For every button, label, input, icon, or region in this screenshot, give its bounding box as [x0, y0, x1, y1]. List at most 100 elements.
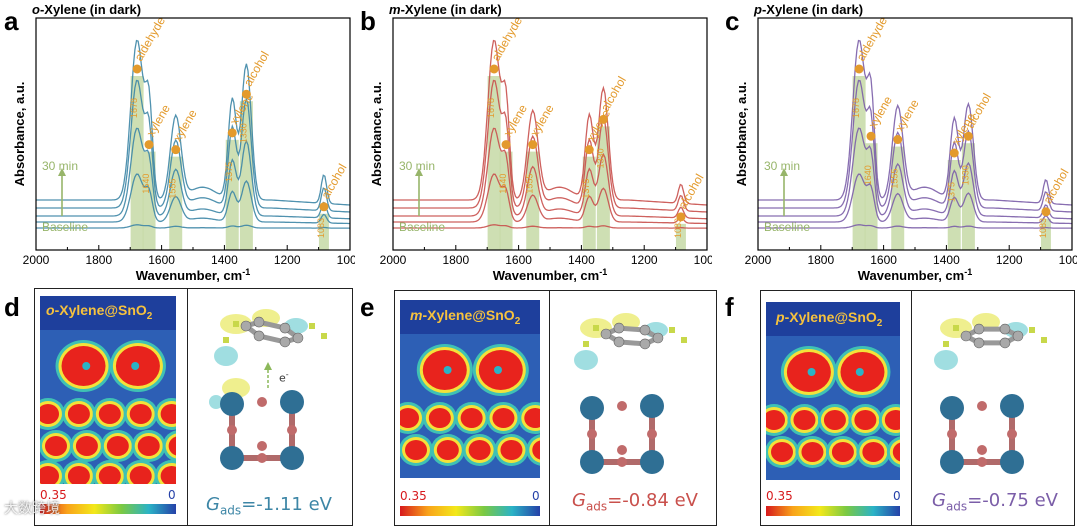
- spectrum-chart-o-xylene: o-Xylene (in dark) 1678 aldehyde 1640 xylene…: [12, 2, 355, 283]
- x-tick-label: 1200: [996, 253, 1023, 267]
- x-tick-label: 1800: [442, 253, 469, 267]
- lattice-density: [428, 408, 451, 428]
- oxygen-atom: [257, 397, 267, 407]
- time-label: 30 min: [42, 159, 78, 173]
- hydrogen-atom: [593, 325, 599, 331]
- carbon-atom: [600, 328, 612, 340]
- band-bar: [675, 223, 686, 250]
- band-assignment-label: xylene: [892, 97, 922, 134]
- y-axis-label: Absorbance, a.u.: [12, 82, 27, 187]
- band-assignment-label: xylene: [170, 107, 200, 144]
- lattice-density: [405, 440, 427, 460]
- band-wavenumber-label: 1083: [673, 218, 683, 238]
- colorbar-e: [400, 506, 540, 516]
- band-assignment-label: xylene: [527, 102, 557, 139]
- spectrum-curve: [758, 173, 1072, 225]
- spectrum-curve: [393, 127, 708, 220]
- band-bar: [852, 76, 866, 250]
- lattice-density: [793, 410, 816, 430]
- carbon-atom: [240, 320, 252, 332]
- band-wavenumber-label: 1083: [316, 218, 326, 238]
- carbon-atom: [613, 336, 625, 348]
- band-wavenumber-label: 1555: [525, 174, 535, 194]
- x-tick-label: 2000: [745, 253, 772, 267]
- spectrum-curve: [393, 39, 708, 206]
- time-label: 30 min: [399, 159, 435, 173]
- spectrum-curve: [758, 224, 1072, 229]
- density-center: [443, 366, 452, 374]
- chart-title: o-Xylene (in dark): [32, 2, 141, 17]
- lattice-density: [400, 408, 419, 428]
- hydrogen-atom: [583, 341, 589, 347]
- band-marker: [854, 64, 864, 74]
- charge-lobe: [209, 395, 223, 409]
- band-wavenumber-label: 1330: [595, 148, 605, 168]
- density-center: [855, 368, 864, 376]
- band-wavenumber-label: 1555: [168, 179, 178, 199]
- band-marker: [319, 202, 329, 212]
- tin-atom: [940, 396, 964, 420]
- band-bar: [1040, 218, 1051, 250]
- panel-label-d: d: [4, 292, 20, 322]
- band-wavenumber-label: 1375: [946, 182, 956, 202]
- band-marker: [584, 145, 594, 155]
- band-marker: [528, 140, 538, 150]
- carbon-atom: [960, 330, 972, 342]
- band-wavenumber-label: 1640: [141, 174, 151, 194]
- panel-label-e: e: [360, 292, 375, 322]
- oxygen-atom: [647, 429, 657, 439]
- carbon-atom: [1012, 330, 1024, 342]
- carbon-atom: [613, 322, 625, 334]
- lattice-density: [892, 442, 900, 462]
- band-marker: [963, 131, 973, 141]
- x-tick-label: 2000: [380, 253, 407, 267]
- band-bar: [487, 76, 501, 250]
- x-tick-label: 1000: [337, 253, 355, 267]
- hydrogen-atom: [681, 337, 687, 343]
- panel-label-f: f: [725, 292, 734, 322]
- carbon-atom: [999, 323, 1011, 335]
- y-axis-label: Absorbance, a.u.: [369, 82, 384, 187]
- tin-atom: [1000, 394, 1024, 418]
- spectrum-curve: [36, 39, 351, 206]
- oxygen-atom: [947, 429, 957, 439]
- band-marker: [501, 140, 511, 150]
- lattice-density: [40, 404, 59, 424]
- lattice-density: [129, 466, 152, 484]
- band-bar: [891, 146, 905, 250]
- x-tick-label: 1400: [211, 253, 238, 267]
- hydrogen-atom: [953, 325, 959, 331]
- band-marker: [171, 145, 181, 155]
- panel-label-b: b: [360, 6, 376, 36]
- band-assignment-label: aldehyde: [854, 14, 891, 63]
- tin-atom: [580, 450, 604, 474]
- spectrum-chart-p-xylene: p-Xylene (in dark) 1678 aldehyde 1640 xylene…: [734, 2, 1077, 283]
- axes-frame: [35, 17, 351, 251]
- band-wavenumber-label: 1640: [498, 174, 508, 194]
- charge-lobe: [934, 350, 958, 370]
- charge-lobe: [574, 350, 598, 370]
- heatmap-title-f: p-Xylene@SnO2: [776, 309, 883, 329]
- band-wavenumber-label: 1375: [581, 179, 591, 199]
- lattice-density: [524, 408, 540, 428]
- carbon-atom: [973, 323, 985, 335]
- band-assignment-label: alcohol: [963, 91, 994, 131]
- x-tick-label: 1400: [933, 253, 960, 267]
- band-marker: [1041, 207, 1051, 217]
- x-tick-label: 2000: [23, 253, 50, 267]
- x-tick-label: 1400: [568, 253, 595, 267]
- band-wavenumber-label: 1375: [224, 162, 234, 182]
- hydrogen-atom: [321, 333, 327, 339]
- oxygen-atom: [977, 401, 987, 411]
- lattice-density: [160, 404, 176, 424]
- oxygen-atom: [227, 425, 237, 435]
- panel-label-c: c: [725, 6, 740, 36]
- charge-density-map-e: [400, 300, 540, 478]
- band-assignment-label: aldehyde: [132, 14, 169, 63]
- charge-density-map-f: [766, 302, 900, 480]
- oxygen-atom: [617, 401, 627, 411]
- band-bar: [239, 101, 253, 250]
- x-axis-label: Wavenumber, cm-1: [493, 267, 607, 283]
- lattice-density: [771, 442, 793, 462]
- x-tick-label: 1600: [870, 253, 897, 267]
